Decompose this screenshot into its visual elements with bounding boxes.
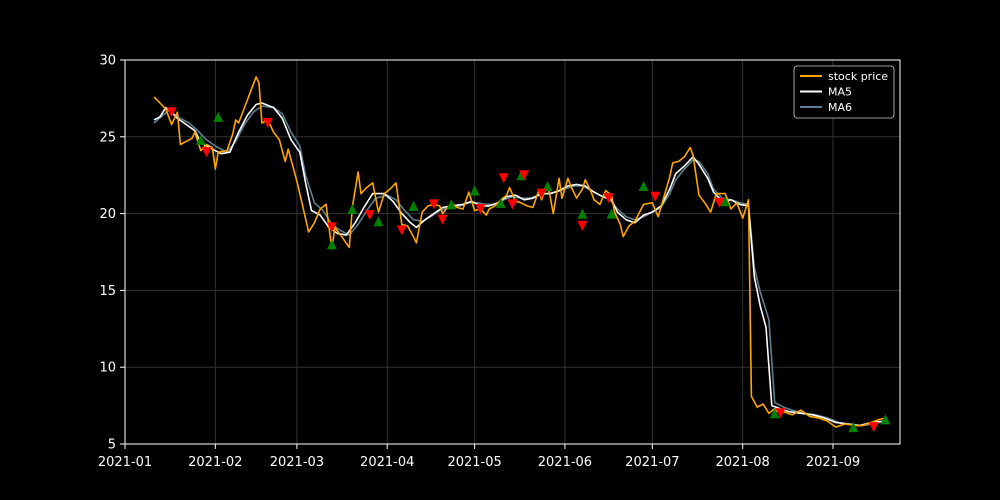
signal-markers — [166, 107, 891, 433]
x-tick-label: 2021-07 — [625, 455, 679, 470]
buy-signal-marker — [195, 134, 206, 145]
buy-signal-marker — [606, 208, 617, 219]
buy-signal-marker — [720, 196, 731, 207]
axes-frame — [124, 59, 901, 445]
x-tick-label: 2021-03 — [270, 455, 324, 470]
y-tick-label: 20 — [99, 207, 116, 222]
buy-signal-marker — [347, 203, 358, 214]
series-lines — [153, 76, 886, 428]
legend-box — [793, 65, 895, 119]
x-tick-label: 2021-02 — [188, 455, 242, 470]
buy-signal-marker — [446, 199, 457, 210]
sell-signal-marker — [201, 147, 212, 158]
sell-signal-marker — [475, 203, 486, 214]
legend-label: MA6 — [828, 101, 852, 114]
sell-signal-marker — [437, 214, 448, 225]
legend-label: MA5 — [828, 86, 852, 99]
x-tick-label: 2021-09 — [806, 455, 860, 470]
x-tick-label: 2021-05 — [447, 455, 501, 470]
axis-ticks: 2021-01 2021-02 2021-03 2021-04 2021-05 2021-… — [98, 54, 860, 471]
buy-signal-marker — [469, 185, 480, 196]
sell-signal-marker — [775, 408, 786, 419]
legend-label: stock price — [828, 70, 888, 83]
sell-signal-marker — [868, 422, 879, 433]
buy-signal-marker — [880, 414, 891, 425]
sell-signal-marker — [498, 173, 509, 184]
y-tick-label: 5 — [108, 438, 116, 453]
sell-signal-marker — [428, 199, 439, 210]
sell-signal-marker — [577, 220, 588, 231]
series-line-stock-price — [153, 76, 886, 428]
sell-signal-marker — [603, 193, 614, 204]
buy-signal-marker — [577, 208, 588, 219]
sell-signal-marker — [262, 117, 273, 128]
buy-signal-marker — [542, 180, 553, 191]
sell-signal-marker — [650, 191, 661, 202]
y-tick-label: 30 — [99, 54, 116, 69]
buy-signal-marker — [769, 408, 780, 419]
sell-signal-marker — [166, 107, 177, 118]
buy-signal-marker — [495, 197, 506, 208]
sell-signal-marker — [396, 225, 407, 236]
buy-signal-marker — [408, 200, 419, 211]
y-tick-label: 10 — [99, 361, 116, 376]
sell-signal-marker — [519, 170, 530, 181]
buy-signal-marker — [638, 180, 649, 191]
sell-signal-marker — [714, 197, 725, 208]
x-tick-label: 2021-08 — [716, 455, 770, 470]
legend: stock price MA5 MA6 — [793, 65, 895, 119]
sell-signal-marker — [536, 188, 547, 199]
x-tick-label: 2021-01 — [98, 455, 152, 470]
sell-signal-marker — [326, 222, 337, 233]
y-tick-label: 15 — [99, 284, 116, 299]
x-tick-label: 2021-04 — [360, 455, 414, 470]
x-tick-label: 2021-06 — [538, 455, 592, 470]
y-tick-label: 25 — [99, 130, 116, 145]
sell-signal-marker — [364, 210, 375, 221]
buy-signal-marker — [326, 239, 337, 250]
sell-signal-marker — [507, 199, 518, 210]
buy-signal-marker — [848, 422, 859, 433]
buy-signal-marker — [373, 216, 384, 227]
buy-signal-marker — [213, 111, 224, 122]
